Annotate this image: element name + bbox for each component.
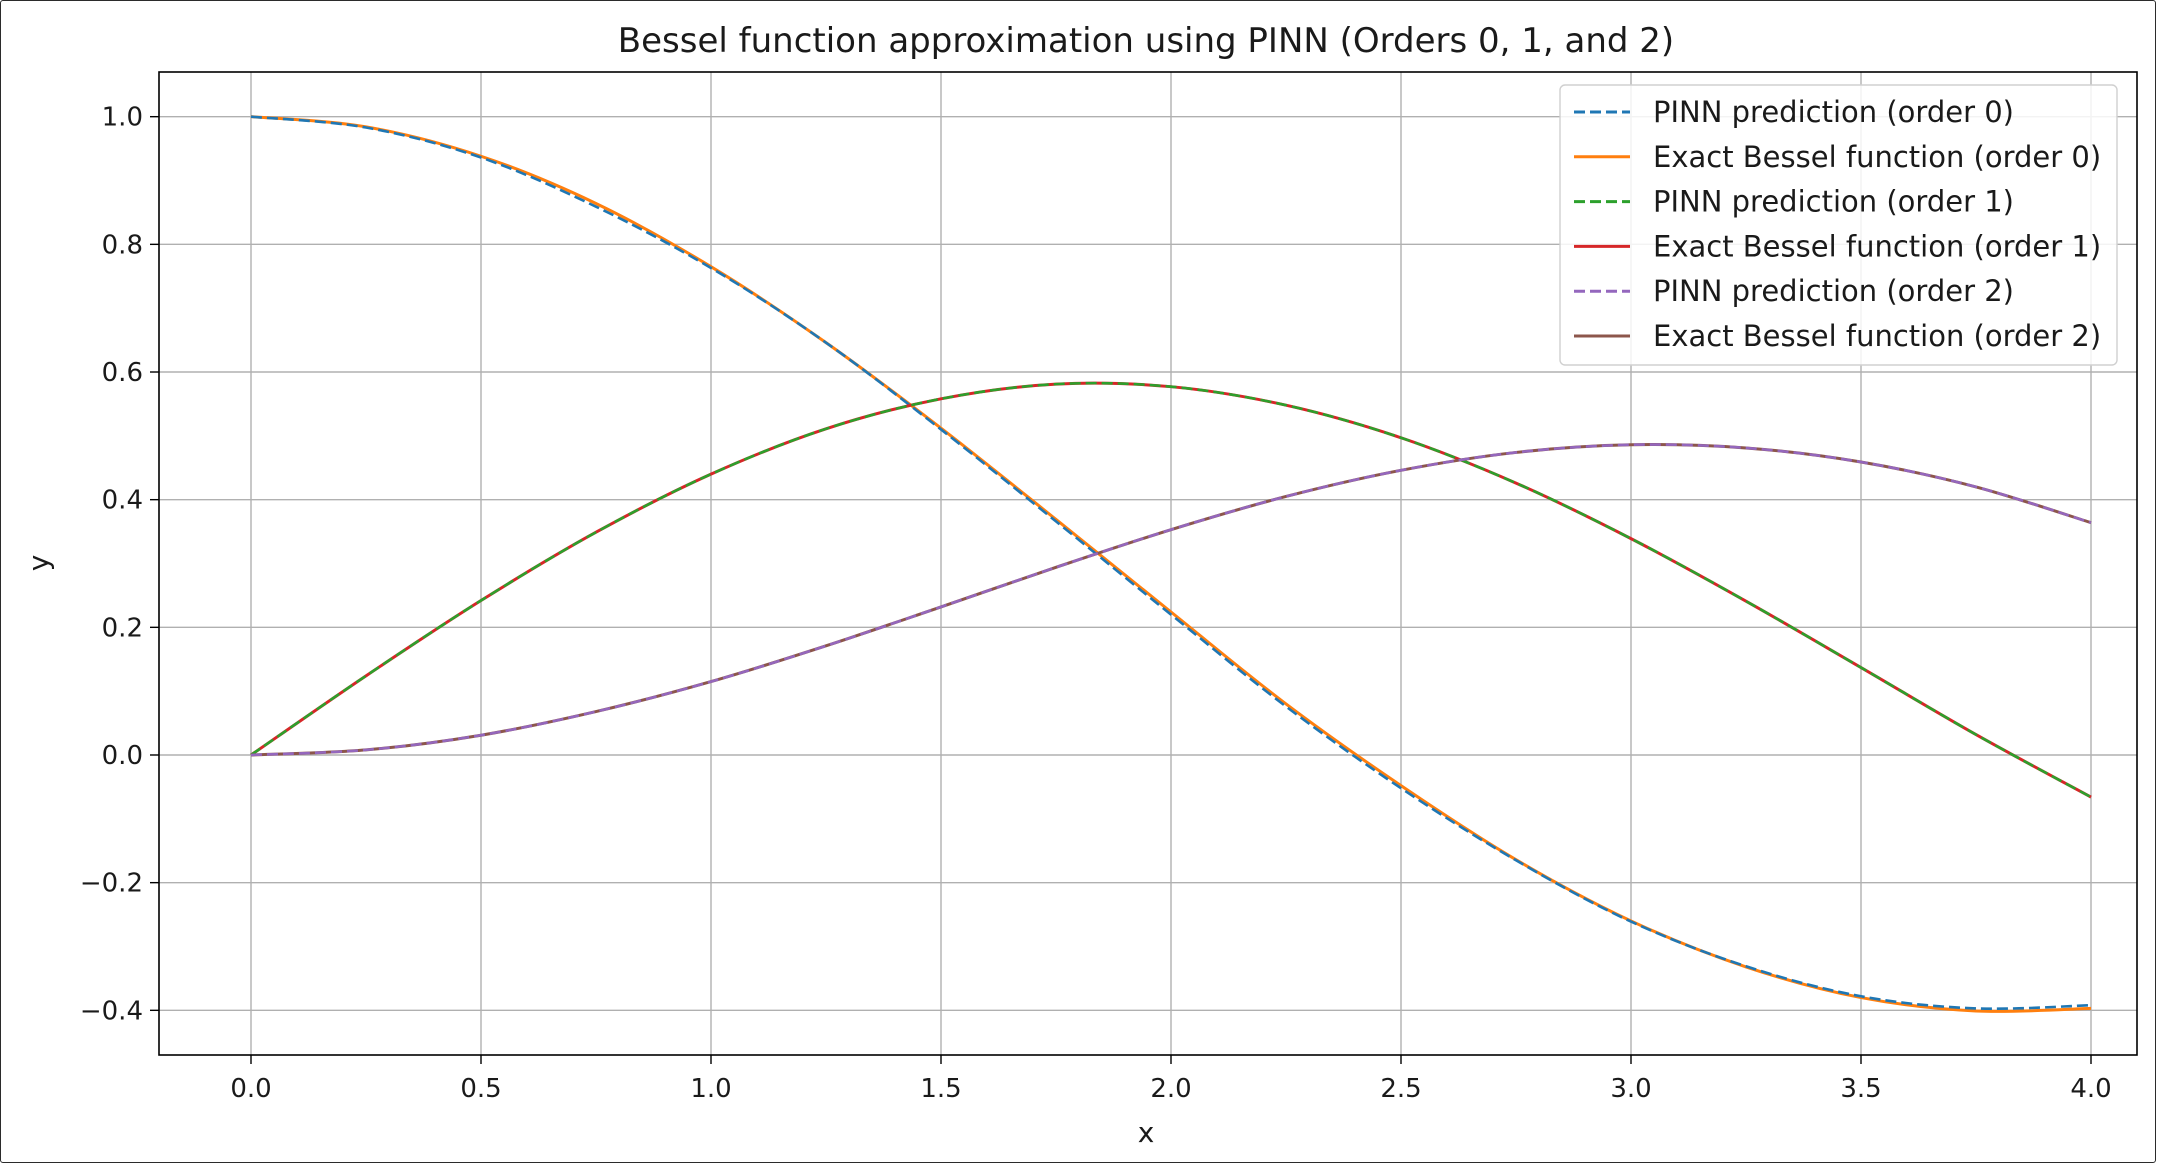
legend-entry: Exact Bessel function (order 0)	[1653, 140, 2101, 174]
legend-entry: Exact Bessel function (order 2)	[1653, 319, 2101, 353]
y-axis-label: y	[22, 555, 55, 572]
x-tick-label: 3.5	[1840, 1074, 1881, 1104]
series-lines	[250, 115, 2092, 1013]
chart-title: Bessel function approximation using PINN…	[618, 21, 1674, 61]
x-tick-label: 3.0	[1610, 1074, 1651, 1104]
series-line-3	[250, 381, 2092, 799]
series-line-1	[250, 115, 2092, 1011]
legend-entry: PINN prediction (order 2)	[1653, 274, 2014, 308]
y-tick-label: 0.2	[102, 613, 143, 643]
x-tick-label: 0.5	[460, 1074, 501, 1104]
x-axis-ticks: 0.0 0.5 1.0 1.5 2.0 2.5 3.0 3.5 4.0	[230, 1055, 2112, 1104]
legend: PINN prediction (order 0) Exact Bessel fu…	[1559, 84, 2118, 366]
x-tick-label: 2.0	[1150, 1074, 1191, 1104]
y-tick-label: 1.0	[102, 103, 143, 133]
series-line-2	[250, 115, 2092, 1013]
y-tick-label: −0.2	[80, 869, 143, 899]
series-line-5	[250, 443, 2092, 757]
legend-box	[1559, 84, 2118, 366]
y-tick-label: −0.4	[80, 996, 143, 1026]
grid	[159, 72, 2137, 1055]
y-axis-ticks: −0.4 −0.2 0.0 0.2 0.4 0.6 0.8 1.0	[80, 103, 159, 1026]
y-tick-label: 0.0	[102, 741, 143, 771]
legend-entry: Exact Bessel function (order 1)	[1653, 229, 2101, 263]
x-tick-label: 0.0	[230, 1074, 271, 1104]
y-tick-label: 0.4	[102, 486, 143, 516]
x-axis-label: x	[1138, 1116, 1155, 1149]
y-tick-label: 0.8	[102, 230, 143, 260]
y-tick-label: 0.6	[102, 358, 143, 388]
x-tick-label: 1.5	[920, 1074, 961, 1104]
x-tick-label: 4.0	[2070, 1074, 2111, 1104]
plot-area	[158, 71, 2138, 1056]
x-tick-label: 2.5	[1380, 1074, 1421, 1104]
legend-entry: PINN prediction (order 1)	[1653, 185, 2014, 219]
x-tick-label: 1.0	[690, 1074, 731, 1104]
legend-entry: PINN prediction (order 0)	[1653, 95, 2014, 129]
